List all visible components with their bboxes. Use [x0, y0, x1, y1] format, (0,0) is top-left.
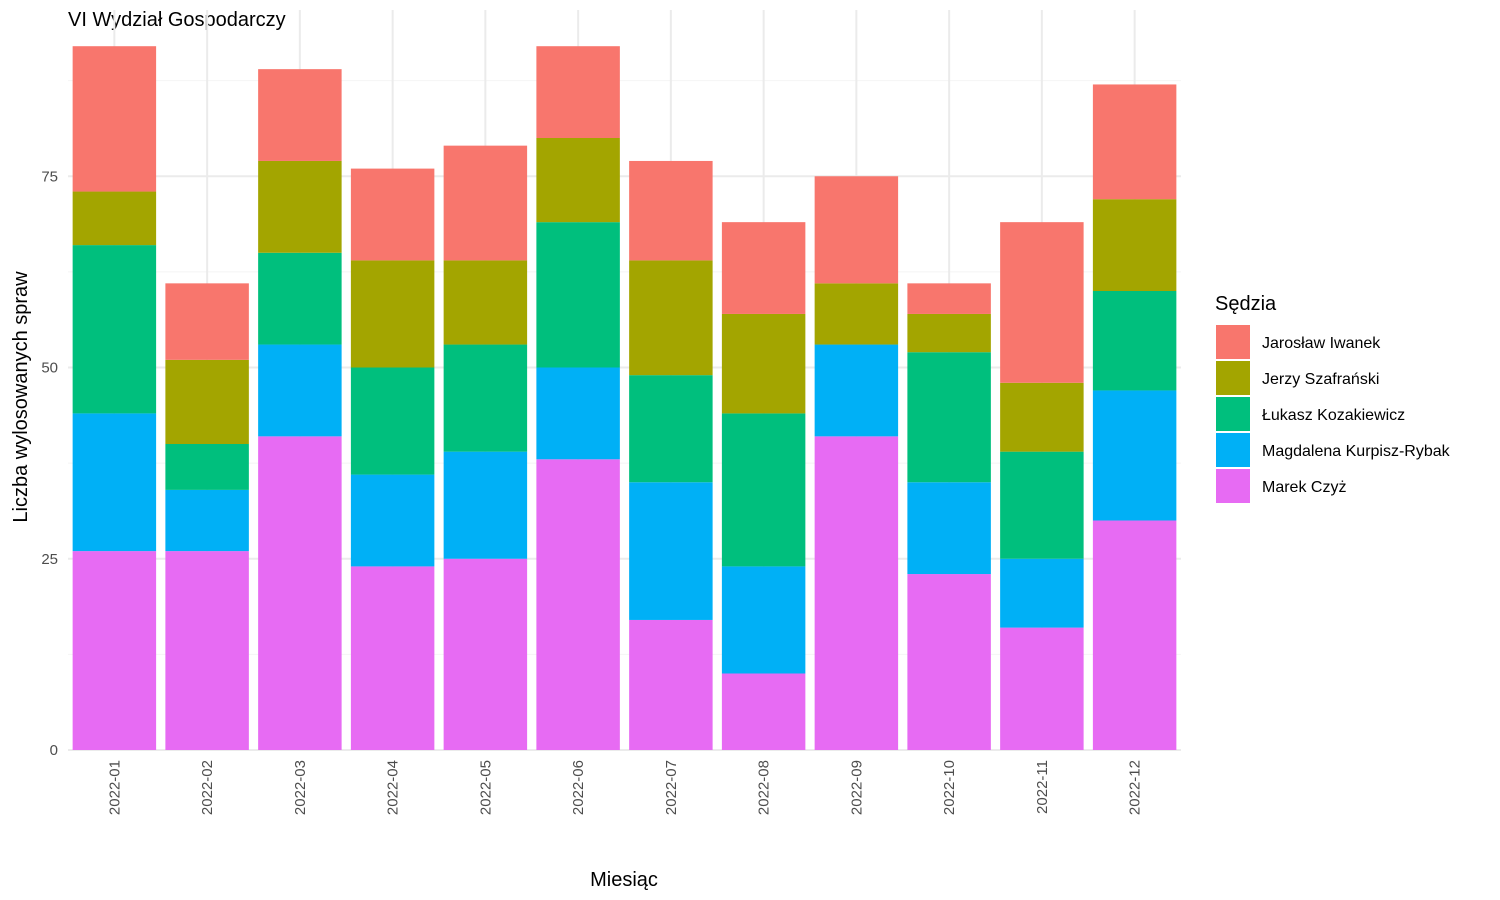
- legend-swatch: [1216, 325, 1250, 359]
- y-axis-title: Liczba wylosowanych spraw: [10, 271, 32, 523]
- bar-segment: [258, 69, 342, 161]
- bar-segment: [629, 260, 713, 376]
- y-tick-label: 50: [41, 360, 58, 377]
- legend: Sędzia Jarosław Iwanek Jerzy Szafrański Łu…: [1215, 293, 1451, 503]
- bar-segment: [165, 551, 249, 750]
- y-tick-label: 0: [50, 742, 58, 759]
- bar-segment: [814, 176, 899, 284]
- x-tick-label: 2022-09: [848, 760, 865, 815]
- x-tick-label: 2022-11: [1034, 760, 1051, 814]
- x-tick-label: 2022-05: [477, 760, 494, 815]
- bar-segment: [536, 459, 620, 750]
- x-axis-ticks: 2022-01 2022-02 2022-03 2022-04 2022-05 2022-…: [106, 760, 1143, 815]
- legend-items: Jarosław Iwanek Jerzy Szafrański Łukasz Ko…: [1216, 325, 1451, 503]
- bar-segment: [72, 46, 157, 192]
- x-tick-label: 2022-08: [756, 760, 773, 815]
- x-tick-label: 2022-10: [941, 760, 958, 815]
- bar-segment: [350, 474, 435, 567]
- legend-title: Sędzia: [1215, 293, 1277, 315]
- legend-label: Łukasz Kozakiewicz: [1262, 407, 1405, 424]
- bar-segment: [721, 222, 806, 314]
- bar-segment: [72, 245, 157, 414]
- x-tick-label: 2022-02: [199, 760, 216, 815]
- bar-segment: [350, 367, 435, 475]
- legend-swatch: [1216, 469, 1250, 503]
- x-tick-label: 2022-07: [663, 760, 680, 815]
- legend-label: Marek Czyż: [1262, 479, 1346, 496]
- bar-segment: [165, 489, 249, 552]
- bar-segment: [1092, 291, 1177, 391]
- bar-segment: [814, 344, 899, 437]
- bar-segment: [629, 482, 713, 620]
- bar-segment: [258, 160, 342, 253]
- bar-segment: [350, 168, 435, 261]
- bar-segment: [443, 145, 528, 261]
- bar-segment: [443, 451, 528, 559]
- bar-segment: [1000, 222, 1084, 383]
- bar-segment: [536, 367, 620, 460]
- bar-segment: [721, 673, 806, 750]
- bar-segment: [721, 566, 806, 674]
- legend-label: Jerzy Szafrański: [1262, 371, 1379, 388]
- legend-label: Magdalena Kurpisz-Rybak: [1262, 443, 1451, 460]
- bar-segment: [72, 551, 157, 750]
- bar-segment: [72, 191, 157, 246]
- bar-segment: [721, 413, 806, 567]
- x-tick-label: 2022-12: [1127, 760, 1144, 815]
- bar-segment: [907, 574, 991, 750]
- bar-segment: [1000, 558, 1084, 628]
- x-tick-label: 2022-06: [570, 760, 587, 815]
- bar-segment: [1000, 627, 1084, 750]
- legend-swatch: [1216, 397, 1250, 431]
- bar-segment: [72, 413, 157, 552]
- x-axis-title: Miesiąc: [590, 869, 658, 891]
- bar-segment: [629, 375, 713, 483]
- bar-segment: [350, 566, 435, 750]
- x-tick-label: 2022-01: [106, 760, 123, 815]
- bar-segment: [443, 344, 528, 452]
- bar-segment: [907, 352, 991, 483]
- bar-segment: [1092, 390, 1177, 521]
- bar-segment: [443, 260, 528, 345]
- bar-segment: [536, 138, 620, 223]
- bar-segment: [1092, 520, 1177, 750]
- bar-segment: [1092, 84, 1177, 200]
- bar-segment: [258, 436, 342, 750]
- bar-segment: [536, 222, 620, 368]
- legend-swatch: [1216, 361, 1250, 395]
- bar-segment: [629, 160, 713, 261]
- bar-segment: [258, 344, 342, 437]
- bar-segment: [536, 46, 620, 139]
- x-tick-label: 2022-04: [385, 760, 402, 815]
- bar-segment: [629, 619, 713, 750]
- bar-segment: [443, 558, 528, 750]
- bar-segment: [165, 444, 249, 490]
- legend-swatch: [1216, 433, 1250, 467]
- bar-segment: [814, 283, 899, 345]
- bar-segment: [907, 283, 991, 314]
- bar-segment: [814, 436, 899, 750]
- bar-segment: [721, 313, 806, 414]
- y-axis-ticks: 0 25 50 75: [41, 168, 58, 759]
- bar-segment: [1092, 199, 1177, 291]
- bar-segment: [1000, 382, 1084, 452]
- bars: [72, 46, 1177, 750]
- legend-label: Jarosław Iwanek: [1262, 335, 1381, 352]
- bar-segment: [258, 252, 342, 345]
- y-tick-label: 75: [41, 168, 58, 185]
- bar-segment: [165, 359, 249, 444]
- x-tick-label: 2022-03: [292, 760, 309, 815]
- bar-segment: [1000, 451, 1084, 559]
- chart-title: VI Wydział Gospodarczy: [68, 9, 286, 31]
- bar-segment: [350, 260, 435, 368]
- bar-segment: [165, 283, 249, 360]
- y-tick-label: 25: [41, 551, 58, 568]
- bar-segment: [907, 482, 991, 575]
- bar-segment: [907, 313, 991, 353]
